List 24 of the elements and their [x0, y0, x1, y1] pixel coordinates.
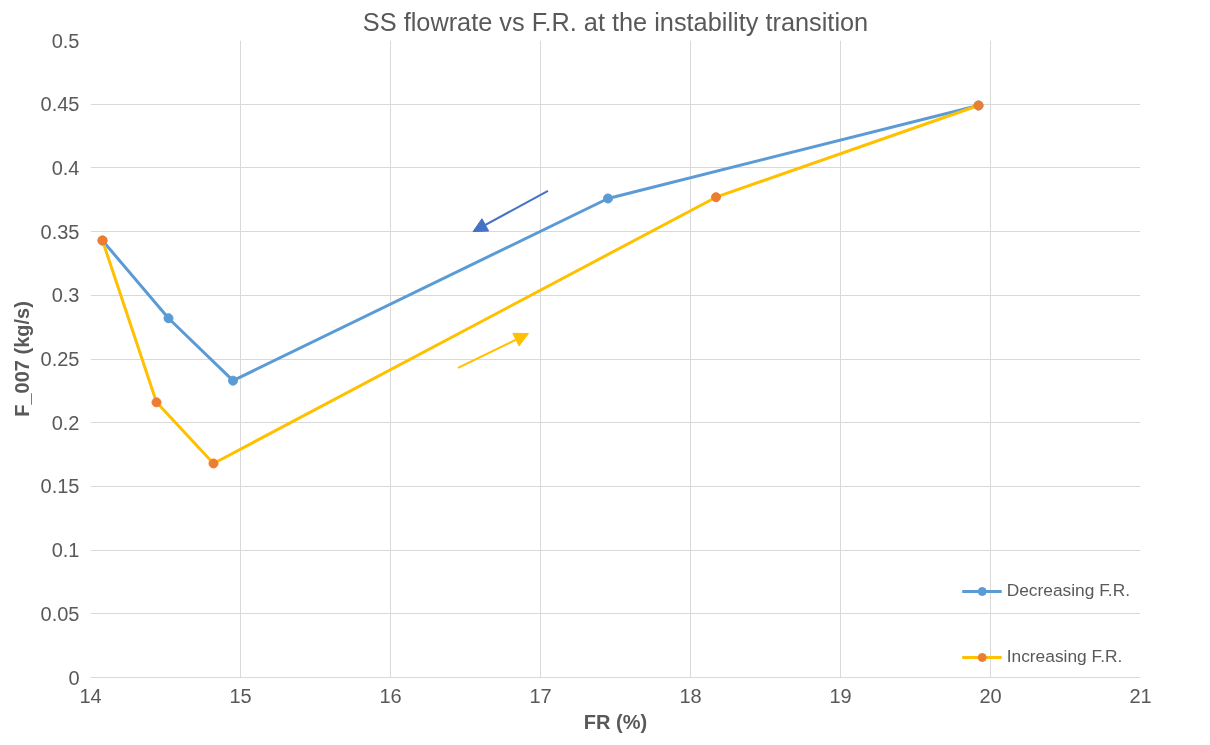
y-tick-label: 0.2 [51, 411, 80, 434]
x-tick-label: 21 [1129, 684, 1152, 707]
legend-label: Decreasing F.R. [1006, 580, 1130, 601]
x-tick-label: 19 [829, 684, 852, 707]
x-tick-label: 18 [679, 684, 702, 707]
chart-title: SS flowrate vs F.R. at the instability transition [362, 7, 869, 36]
x-axis-title: FR (%) [583, 710, 648, 733]
y-tick-label: 0.35 [40, 220, 80, 243]
y-axis-title: F_007 (kg/s) [10, 301, 33, 417]
legend-label: Increasing F.R. [1006, 646, 1123, 667]
y-tick-label: 0.15 [40, 475, 80, 498]
y-tick-label: 0 [68, 666, 80, 689]
x-tick-label: 15 [229, 684, 252, 707]
y-tick-label: 0.3 [51, 284, 80, 307]
y-tick-label: 0.5 [51, 29, 80, 52]
x-tick-label: 14 [79, 684, 102, 707]
x-tick-label: 16 [379, 684, 402, 707]
y-tick-label: 0.25 [40, 348, 80, 370]
x-tick-label: 17 [529, 684, 552, 707]
y-tick-label: 0.45 [40, 93, 80, 116]
y-tick-label: 0.05 [40, 602, 80, 625]
y-tick-label: 0.4 [51, 156, 80, 179]
y-tick-label: 0.1 [51, 539, 80, 562]
x-tick-label: 20 [979, 684, 1002, 707]
